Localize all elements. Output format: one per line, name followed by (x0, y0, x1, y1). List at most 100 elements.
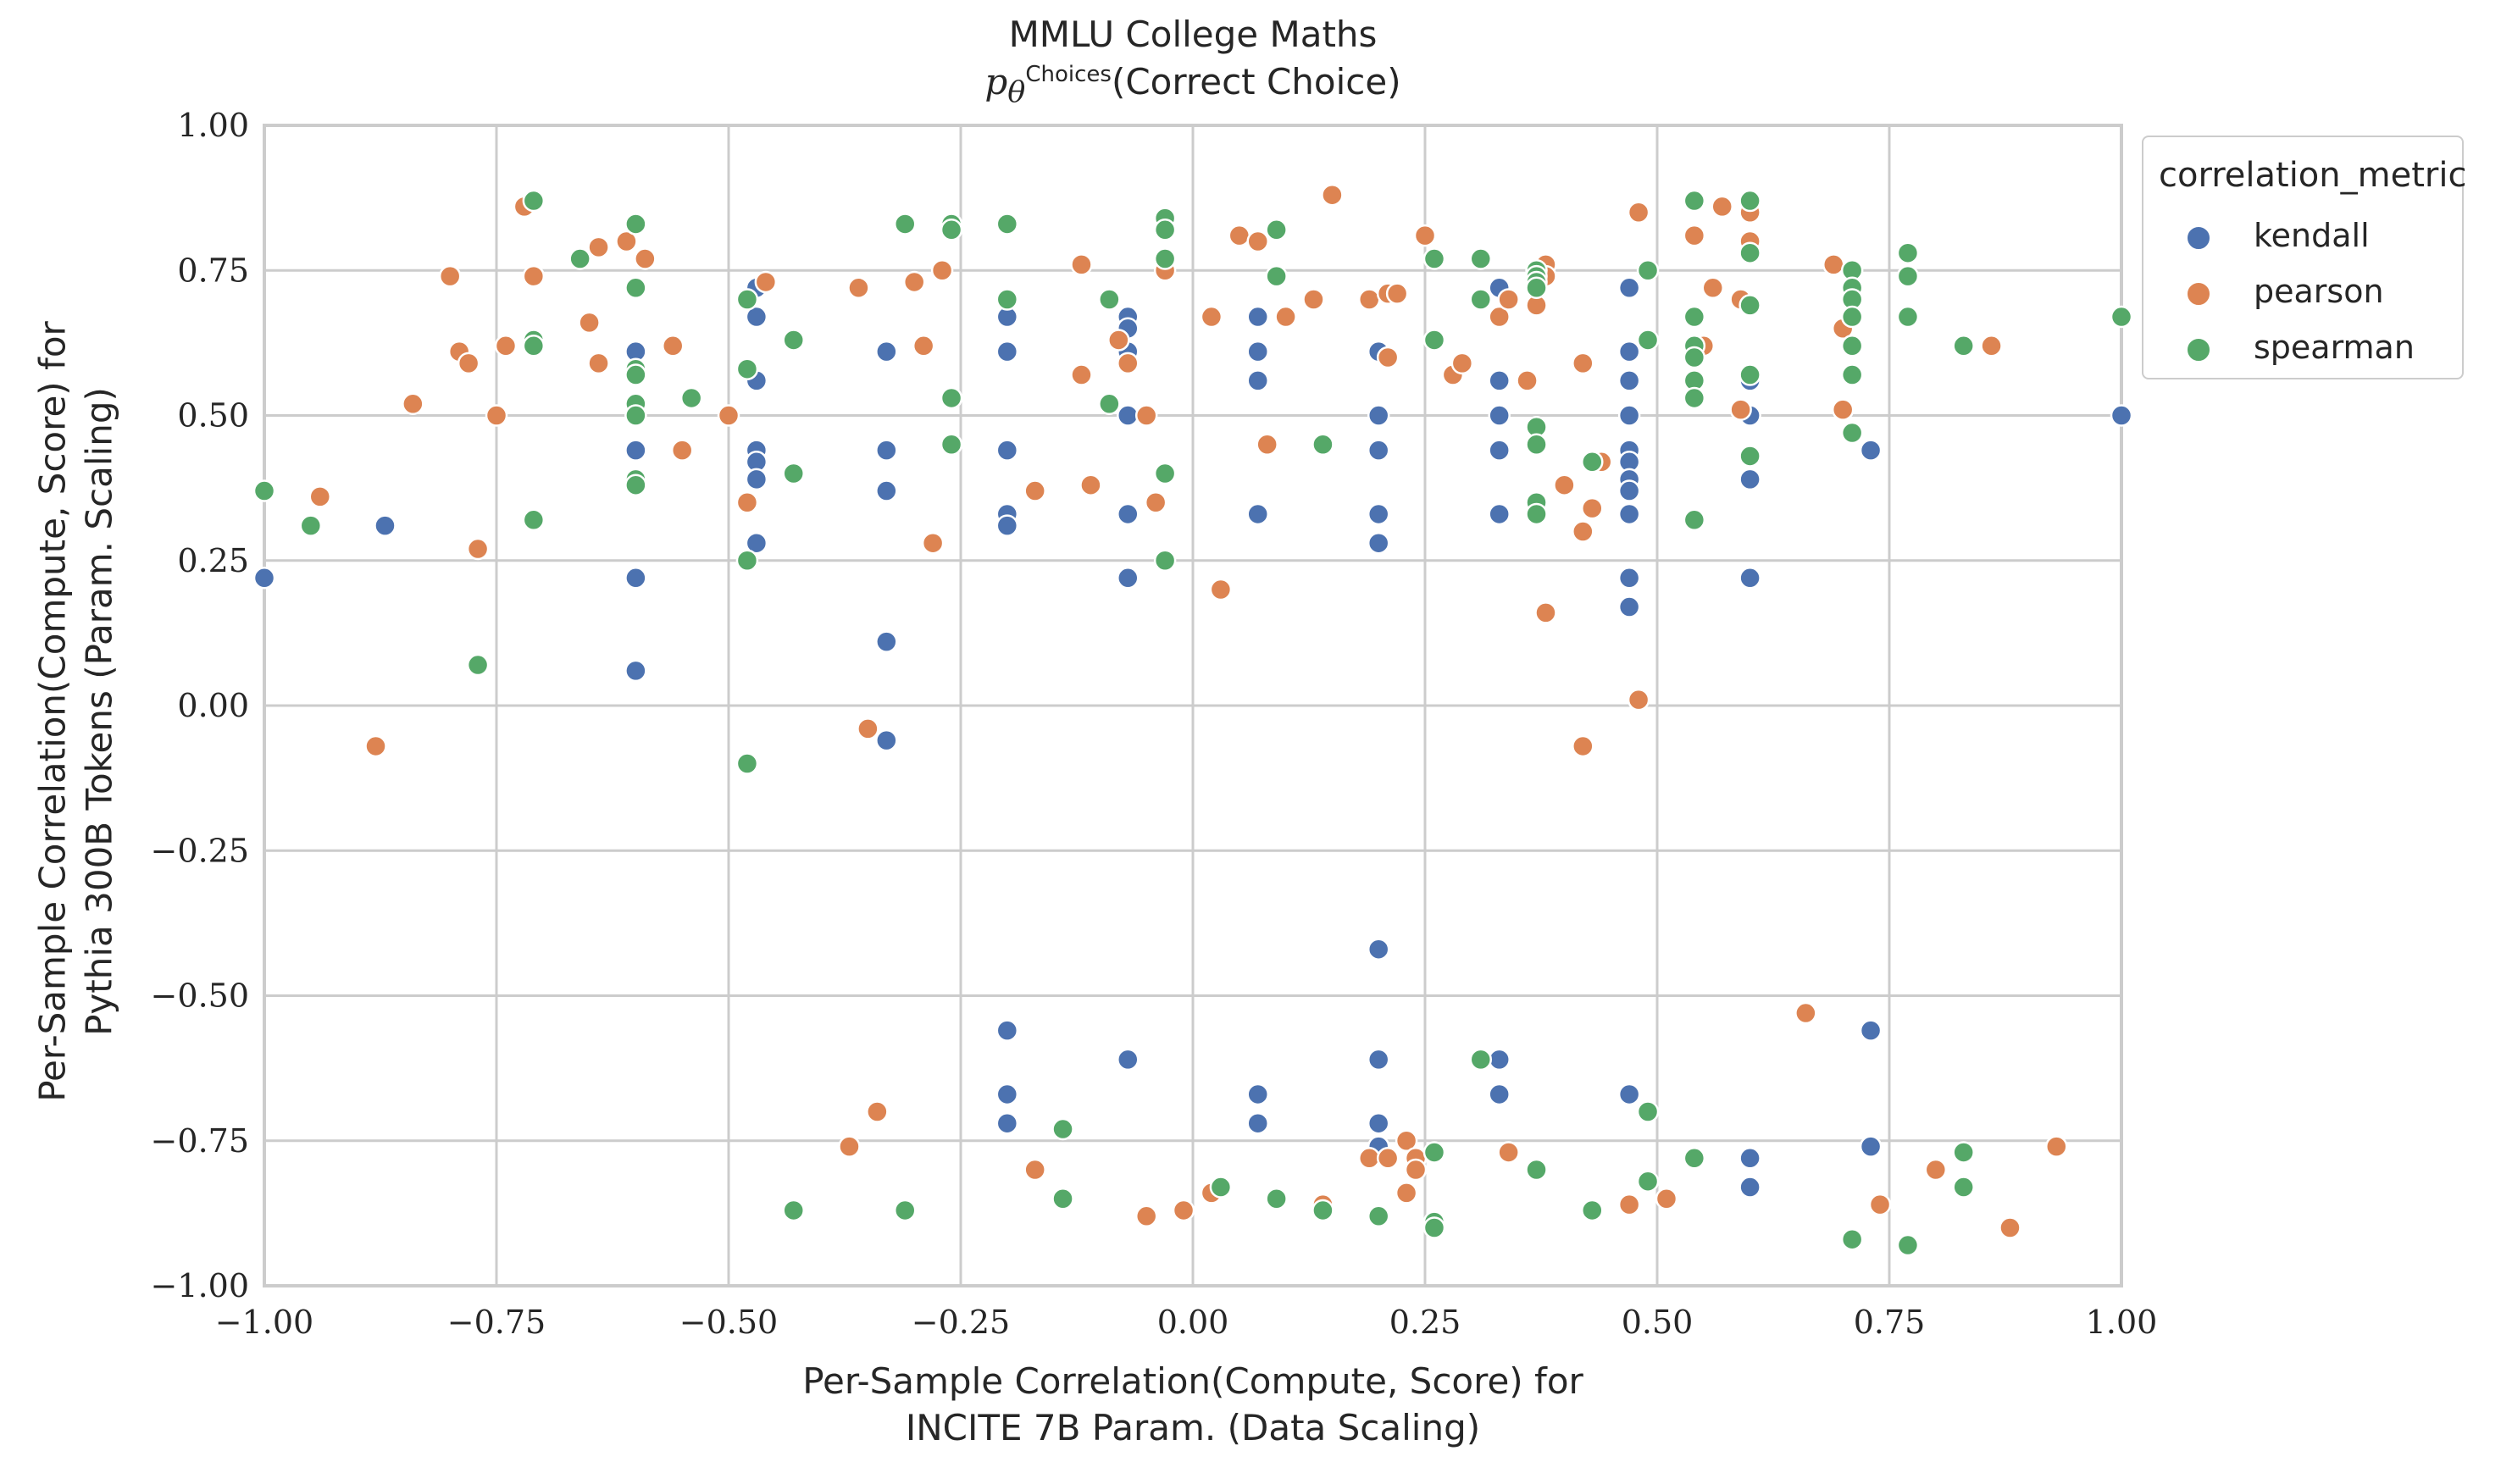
data-point-kendall (995, 340, 1019, 363)
data-point-kendall (1738, 1176, 1761, 1199)
data-point-kendall (1117, 567, 1140, 590)
data-point-pearson (735, 491, 759, 514)
data-point-pearson (1617, 1193, 1641, 1216)
data-point-spearman (1636, 1170, 1660, 1193)
data-point-spearman (1952, 335, 1975, 357)
data-point-pearson (921, 531, 945, 555)
data-point-kendall (1488, 1083, 1511, 1106)
data-point-spearman (1952, 1141, 1975, 1164)
x-tick-label: 1.00 (2086, 1304, 2158, 1341)
data-point-kendall (1617, 340, 1641, 363)
data-point-kendall (995, 1111, 1019, 1135)
data-point-spearman (1209, 1176, 1233, 1199)
data-point-spearman (1581, 1199, 1604, 1222)
y-tick-label: 0.50 (177, 397, 249, 435)
data-point-spearman (624, 473, 647, 496)
x-axis-label-line1: Per-Sample Correlation(Compute, Score) f… (802, 1360, 1583, 1402)
data-point-spearman (1312, 433, 1334, 456)
data-point-spearman (568, 247, 591, 270)
data-point-spearman (252, 479, 276, 502)
data-point-spearman (1896, 241, 1920, 264)
data-point-pearson (1581, 496, 1604, 520)
data-point-spearman (735, 752, 759, 775)
data-point-spearman (1683, 346, 1706, 369)
data-point-pearson (857, 717, 879, 740)
data-point-pearson (912, 335, 935, 357)
data-point-spearman (1896, 1233, 1920, 1257)
data-point-kendall (1117, 502, 1140, 526)
data-point-spearman (1840, 1227, 1864, 1251)
data-point-spearman (1683, 386, 1706, 410)
data-point-spearman (522, 189, 546, 213)
plot-frame (263, 124, 2123, 1287)
chart-title: MMLU College Maths (1008, 14, 1378, 55)
data-point-spearman (1896, 305, 1920, 329)
data-point-pearson (485, 404, 508, 427)
data-point-spearman (1265, 219, 1288, 241)
data-point-spearman (466, 653, 490, 677)
data-point-kendall (1617, 567, 1641, 590)
data-point-spearman (940, 386, 963, 410)
data-point-spearman (1153, 549, 1177, 572)
legend-item-spearman: spearman (2143, 325, 2462, 373)
data-point-pearson (1683, 224, 1706, 247)
data-point-kendall (1488, 369, 1511, 392)
subtitle-sub: θ (1007, 75, 1026, 110)
x-tick-label: 0.00 (1157, 1304, 1229, 1341)
data-point-kendall (1617, 502, 1641, 526)
data-point-spearman (782, 462, 805, 485)
data-point-spearman (624, 363, 647, 386)
data-point-pearson (1228, 224, 1251, 247)
data-point-pearson (1256, 433, 1278, 456)
data-point-pearson (578, 311, 601, 335)
data-point-spearman (1265, 264, 1288, 288)
data-point-spearman (995, 288, 1019, 311)
data-point-spearman (1738, 363, 1761, 386)
data-point-pearson (438, 264, 462, 288)
legend-marker-pearson (2186, 281, 2211, 307)
data-point-spearman (1469, 247, 1493, 270)
legend-marker-spearman (2186, 337, 2211, 363)
data-point-pearson (1497, 288, 1520, 311)
data-point-kendall (1488, 1048, 1511, 1071)
y-tick-label: 1.00 (177, 107, 249, 144)
data-point-pearson (402, 392, 424, 416)
data-point-pearson (1302, 288, 1325, 311)
data-point-kendall (624, 659, 647, 683)
data-point-kendall (1738, 1147, 1761, 1170)
data-point-pearson (1274, 305, 1297, 329)
data-point-pearson (1450, 352, 1474, 375)
data-point-spearman (1469, 288, 1493, 311)
data-point-pearson (1711, 195, 1733, 219)
y-tick-label: −0.25 (151, 832, 249, 869)
data-point-spearman (624, 276, 647, 300)
data-point-pearson (1070, 363, 1093, 386)
y-axis-label-line2: Pythia 300B Tokens (Param. Scaling) (78, 387, 119, 1036)
data-point-kendall (1367, 1048, 1390, 1071)
data-point-pearson (1627, 688, 1650, 712)
data-point-pearson (1172, 1199, 1195, 1222)
data-point-kendall (1617, 595, 1641, 618)
y-tick-label: 0.75 (177, 252, 249, 289)
data-point-pearson (1413, 224, 1437, 247)
data-point-spearman (1840, 421, 1864, 445)
data-point-pearson (1822, 253, 1845, 276)
y-axis-label: Per-Sample Correlation(Compute, Score) f… (30, 321, 122, 1102)
chart-subtitle: pθChoices(Correct Choice) (0, 61, 2386, 109)
data-point-kendall (1859, 1135, 1883, 1158)
data-point-kendall (875, 439, 898, 462)
data-point-kendall (1367, 404, 1390, 427)
data-point-kendall (1617, 276, 1641, 300)
data-point-spearman (1840, 335, 1864, 357)
data-point-pearson (1868, 1193, 1892, 1216)
legend-label-pearson: pearson (2254, 273, 2384, 310)
data-point-pearson (1134, 404, 1158, 427)
data-point-pearson (1321, 183, 1344, 207)
data-point-spearman (1636, 259, 1660, 282)
data-point-spearman (1952, 1176, 1975, 1199)
data-point-spearman (1265, 1188, 1288, 1210)
data-point-pearson (466, 537, 490, 561)
subtitle-math: p (984, 61, 1008, 102)
data-point-spearman (1525, 276, 1548, 300)
data-point-spearman (735, 357, 759, 380)
